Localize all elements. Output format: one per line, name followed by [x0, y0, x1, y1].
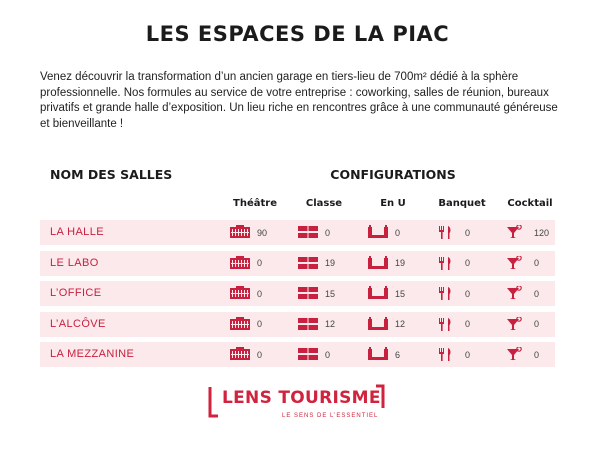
capacity-value: 15	[325, 288, 336, 299]
capacity-value: 0	[465, 319, 471, 329]
capacity-value: 6	[395, 349, 401, 360]
capacity-value: 19	[325, 258, 336, 268]
capacity-value: 19	[395, 258, 406, 268]
classroom-tables-icon	[298, 226, 318, 238]
cell-cocktail: 0	[507, 346, 539, 363]
cell-en-u: 15	[368, 285, 405, 302]
rooms-heading: NOM DES SALLES	[50, 167, 173, 182]
table-row: L’ALCÔVE 0 12 12 0 0	[40, 311, 555, 337]
cell-cocktail: 0	[507, 285, 539, 302]
table-row: LA MEZZANINE 0 0 6 0 0	[40, 342, 555, 367]
cell-banquet: 0	[438, 316, 470, 333]
capacity-value: 0	[325, 349, 331, 360]
column-header-cocktail: Cocktail	[507, 198, 553, 209]
cell-banquet: 0	[438, 285, 470, 302]
capacity-value: 90	[257, 227, 268, 238]
capacity-value: 0	[395, 227, 401, 238]
cell-theatre: 0	[230, 346, 262, 363]
intro-paragraph: Venez découvrir la transformation d’un a…	[40, 71, 558, 130]
fork-knife-icon	[439, 348, 451, 361]
theatre-seating-icon	[230, 347, 250, 360]
capacity-value: 15	[395, 288, 406, 299]
cocktail-glass-icon	[507, 347, 522, 361]
room-name: LA MEZZANINE	[50, 348, 135, 360]
classroom-tables-icon	[298, 256, 318, 269]
column-header-theatre: Théâtre	[233, 198, 277, 209]
capacity-value: 0	[534, 319, 540, 329]
cell-banquet: 0	[438, 346, 470, 363]
cell-classe: 0	[298, 224, 330, 241]
capacity-value: 12	[325, 319, 336, 329]
cocktail-glass-icon	[507, 316, 522, 331]
cell-cocktail: 0	[507, 255, 539, 272]
fork-knife-icon	[439, 226, 451, 239]
u-shape-icon	[368, 286, 388, 299]
cell-theatre: 90	[230, 224, 267, 241]
table-row: LA HALLE 90 0 0 0 120	[40, 220, 555, 245]
column-header-banquet: Banquet	[438, 198, 486, 209]
cell-theatre: 0	[230, 285, 262, 302]
fork-knife-icon	[439, 287, 451, 300]
cell-classe: 19	[298, 255, 335, 272]
classroom-tables-icon	[298, 287, 318, 299]
cell-theatre: 0	[230, 255, 262, 272]
cocktail-glass-icon	[507, 225, 522, 239]
cell-en-u: 6	[368, 346, 400, 363]
column-header-classe: Classe	[305, 198, 343, 209]
cell-en-u: 0	[368, 224, 400, 241]
column-header-en-u: En U	[380, 198, 406, 209]
room-name: L’ALCÔVE	[50, 317, 106, 330]
u-shape-icon	[368, 316, 388, 330]
capacity-value: 120	[534, 227, 550, 238]
room-name: LE LABO	[50, 256, 99, 269]
table-row: L’OFFICE 0 15 15 0 0	[40, 281, 555, 306]
capacity-value: 0	[257, 288, 263, 299]
page-title: LES ESPACES DE LA PIAC	[145, 22, 450, 46]
capacity-value: 0	[257, 258, 263, 268]
cell-theatre: 0	[230, 316, 262, 333]
capacity-value: 0	[257, 349, 263, 360]
cell-en-u: 19	[368, 255, 405, 272]
cocktail-glass-icon	[507, 286, 522, 300]
capacity-value: 0	[465, 349, 471, 360]
u-shape-icon	[368, 347, 388, 360]
cell-classe: 15	[298, 285, 335, 302]
room-name: L’OFFICE	[50, 287, 102, 299]
fork-knife-icon	[439, 317, 451, 331]
capacity-value: 0	[465, 227, 471, 238]
cell-classe: 12	[298, 316, 335, 333]
theatre-seating-icon	[230, 255, 250, 269]
capacity-value: 0	[465, 258, 471, 268]
room-name: LA HALLE	[50, 226, 104, 238]
theatre-seating-icon	[230, 225, 250, 238]
cell-en-u: 12	[368, 316, 405, 333]
cell-banquet: 0	[438, 255, 470, 272]
table-row: LE LABO 0 19 19 0 0	[40, 250, 555, 276]
cell-cocktail: 120	[507, 224, 549, 241]
classroom-tables-icon	[298, 348, 318, 360]
cell-banquet: 0	[438, 224, 470, 241]
logo-tagline: LE SENS DE L’ESSENTIEL	[282, 413, 379, 419]
cocktail-glass-icon	[507, 255, 522, 270]
u-shape-icon	[368, 225, 388, 238]
fork-knife-icon	[439, 256, 451, 270]
lens-tourisme-logo: LENS TOURISME LE SENS DE L’ESSENTIEL	[208, 382, 388, 422]
logo-wordmark: LENS TOURISME	[222, 388, 381, 408]
capacity-value: 0	[465, 288, 471, 299]
theatre-seating-icon	[230, 286, 250, 299]
capacity-value: 12	[395, 319, 406, 329]
capacity-value: 0	[534, 258, 540, 268]
configurations-heading: CONFIGURATIONS	[330, 167, 456, 182]
cell-cocktail: 0	[507, 316, 539, 333]
capacity-value: 0	[257, 319, 263, 329]
theatre-seating-icon	[230, 316, 250, 330]
capacity-value: 0	[534, 349, 540, 360]
capacity-value: 0	[534, 288, 540, 299]
u-shape-icon	[368, 255, 388, 269]
classroom-tables-icon	[298, 317, 318, 330]
capacity-value: 0	[325, 227, 331, 238]
cell-classe: 0	[298, 346, 330, 363]
logo-brackets-icon	[208, 384, 385, 418]
